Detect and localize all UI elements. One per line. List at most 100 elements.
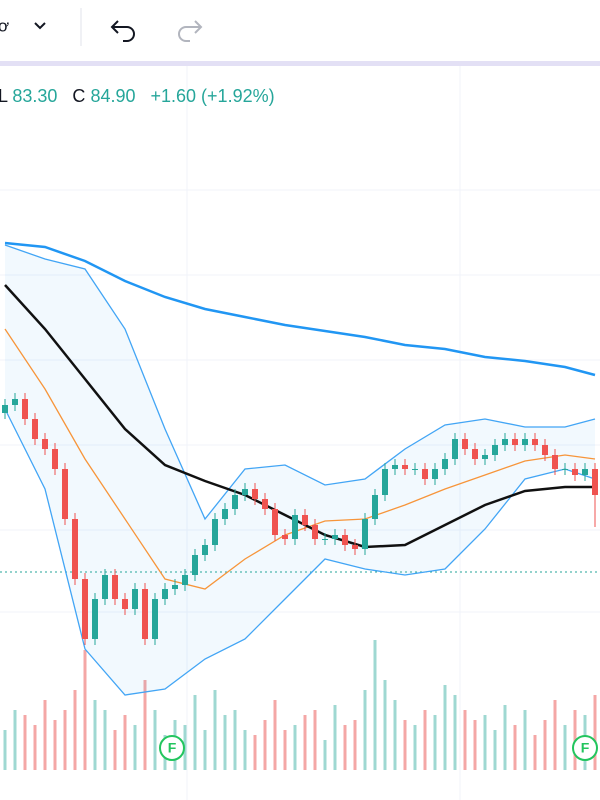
candle-body [292, 515, 298, 539]
dropdown-chevron[interactable] [34, 22, 46, 30]
candle-body [562, 469, 568, 470]
volume-bar [113, 730, 117, 770]
volume-bar [313, 710, 317, 770]
candle-body [42, 439, 48, 449]
volume-bar [93, 700, 97, 770]
volume-bar [283, 730, 287, 770]
candle-body [362, 519, 368, 549]
volume-bar [243, 730, 247, 770]
volume-bar [323, 740, 327, 770]
volume-bar [453, 695, 457, 770]
volume-bar [393, 700, 397, 770]
volume-bar [83, 650, 87, 770]
candle-body [162, 589, 168, 599]
candle-body [472, 449, 478, 459]
volume-bar [463, 710, 467, 770]
legend-low: 83.30 [12, 86, 57, 106]
volume-bar [63, 710, 67, 770]
candle-body [372, 495, 378, 519]
indicator-line [4, 408, 596, 696]
candle-body [282, 535, 288, 539]
event-marker[interactable]: F [159, 735, 185, 761]
candle-body [512, 439, 518, 445]
volume-bar [443, 685, 447, 770]
volume-bar [493, 730, 497, 770]
volume-bar [153, 710, 157, 770]
candle-body [452, 439, 458, 459]
toolbar [0, 0, 600, 62]
candle-body [222, 509, 228, 519]
candle-body [152, 599, 158, 639]
candle-body [462, 439, 468, 449]
band-fill [5, 245, 595, 695]
candle-body [302, 515, 308, 525]
candle-body [422, 469, 428, 479]
volume-bar [533, 735, 537, 770]
candle-body [82, 579, 88, 639]
legend-close-label: C [72, 86, 85, 106]
event-circle[interactable] [572, 735, 598, 761]
toolbar-label[interactable]: ơ [0, 16, 9, 35]
volume-bar [373, 640, 377, 770]
ohlc-legend: L 83.30 C 84.90 +1.60 (+1.92%) [0, 86, 275, 106]
candle-body [402, 465, 408, 469]
volume-bar [143, 680, 147, 770]
event-label[interactable]: F [168, 740, 177, 756]
legend-close: 84.90 [90, 86, 135, 106]
candle-body [252, 489, 258, 499]
volume-bar [423, 710, 427, 770]
candle-body [112, 575, 118, 599]
candle-body [332, 535, 338, 539]
volume-bar [213, 690, 217, 770]
candle-body [322, 539, 328, 540]
candle-body [212, 519, 218, 545]
volume-bar [123, 715, 127, 770]
volume-bar [343, 725, 347, 770]
candle-body [182, 575, 188, 585]
candle-body [92, 599, 98, 639]
redo-button[interactable] [178, 20, 203, 42]
candle-body [522, 439, 528, 445]
volume-bar [523, 710, 527, 770]
volume-bar [303, 715, 307, 770]
plot [0, 241, 600, 770]
candle-body [352, 545, 358, 549]
candle-body [12, 399, 18, 405]
volume-bar [273, 700, 277, 770]
event-circle[interactable] [159, 735, 185, 761]
candle-body [342, 535, 348, 545]
event-marker[interactable]: F [572, 735, 598, 761]
toolbar-border [0, 61, 600, 66]
candle-body [382, 469, 388, 495]
volume-bar [133, 725, 137, 770]
volume-bar [363, 690, 367, 770]
candle-body [132, 589, 138, 609]
volume-bar [43, 700, 47, 770]
volume-bar [33, 725, 37, 770]
volume-bar [353, 720, 357, 770]
candle-body [482, 455, 488, 459]
volume-bar [413, 725, 417, 770]
candle-body [272, 509, 278, 535]
event-label[interactable]: F [581, 740, 590, 756]
volume-bar [183, 725, 187, 770]
volume-bar [3, 730, 7, 770]
candle-body [32, 419, 38, 439]
candle-body [592, 469, 598, 495]
undo-button[interactable] [110, 20, 135, 42]
volume-bar [253, 735, 257, 770]
candle-body [192, 555, 198, 575]
volume-bar [233, 710, 237, 770]
volume-bar [263, 720, 267, 770]
volume-bar [433, 715, 437, 770]
volume-bar [553, 700, 557, 770]
candle-body [542, 445, 548, 455]
candle-body [312, 525, 318, 539]
volume-bar [293, 725, 297, 770]
candle-body [262, 499, 268, 509]
volume-bar [333, 705, 337, 770]
candle-body [442, 459, 448, 469]
candle-body [532, 439, 538, 445]
